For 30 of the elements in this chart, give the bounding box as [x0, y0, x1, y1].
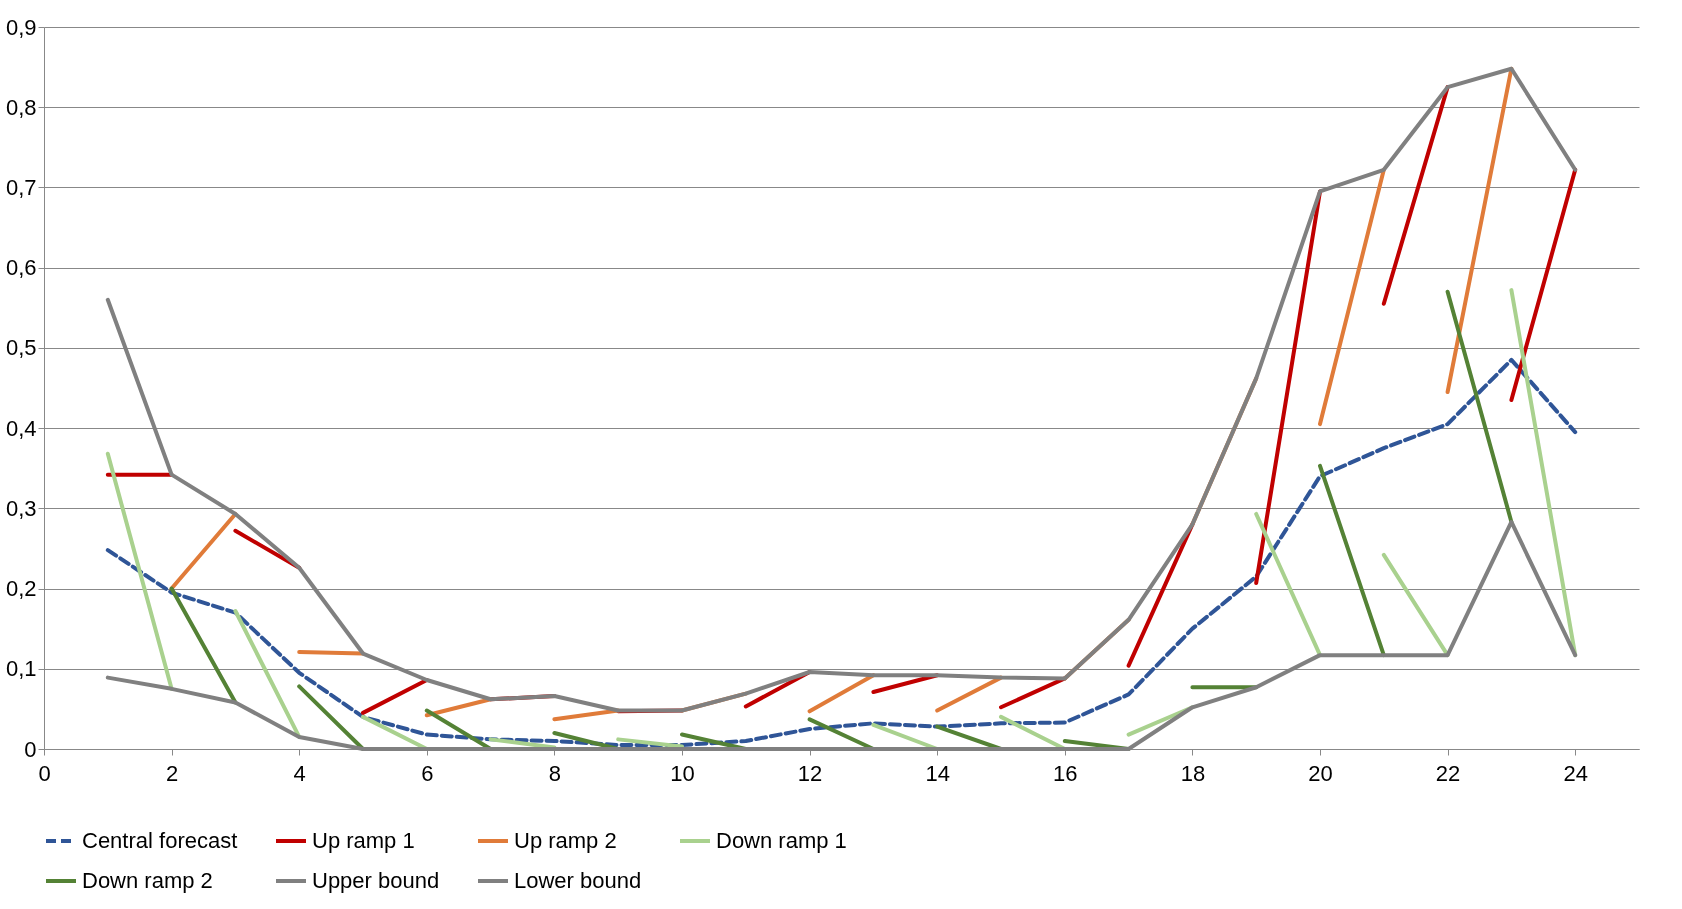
legend-label: Down ramp 1 [716, 828, 847, 853]
x-tick-label: 10 [670, 760, 695, 786]
y-tick-label: 0,1 [5, 656, 37, 682]
y-tick-label: 0,3 [5, 495, 37, 521]
x-tick-label: 12 [797, 760, 823, 786]
y-tick-label: 0,6 [5, 255, 37, 281]
y-tick-label: 0,4 [5, 415, 37, 441]
y-tick-label: 0,9 [5, 14, 37, 40]
x-tick-label: 14 [925, 760, 950, 786]
line-series [105, 357, 1578, 747]
legend-label: Down ramp 2 [82, 868, 213, 893]
y-tick-label: 0,2 [5, 576, 37, 602]
x-tick-label: 8 [548, 760, 562, 786]
y-tick-label: 0,5 [5, 335, 37, 361]
x-tick-label: 22 [1435, 760, 1461, 786]
legend-label: Lower bound [514, 868, 642, 893]
y-tick-label: 0,8 [5, 94, 37, 120]
y-tick-label: 0 [24, 736, 37, 762]
x-tick-label: 18 [1180, 760, 1206, 786]
x-tick-label: 20 [1308, 760, 1333, 786]
legend-label: Up ramp 2 [514, 828, 617, 853]
x-tick-label: 6 [421, 760, 434, 786]
legend-label: Central forecast [82, 828, 238, 853]
y-tick-label: 0,7 [5, 174, 37, 200]
x-tick-label: 2 [165, 760, 179, 786]
x-tick-label: 16 [1053, 760, 1078, 786]
x-tick-label: 24 [1563, 760, 1588, 786]
legend-label: Up ramp 1 [312, 828, 415, 853]
x-tick-label: 4 [293, 760, 306, 786]
legend-label: Upper bound [312, 868, 440, 893]
